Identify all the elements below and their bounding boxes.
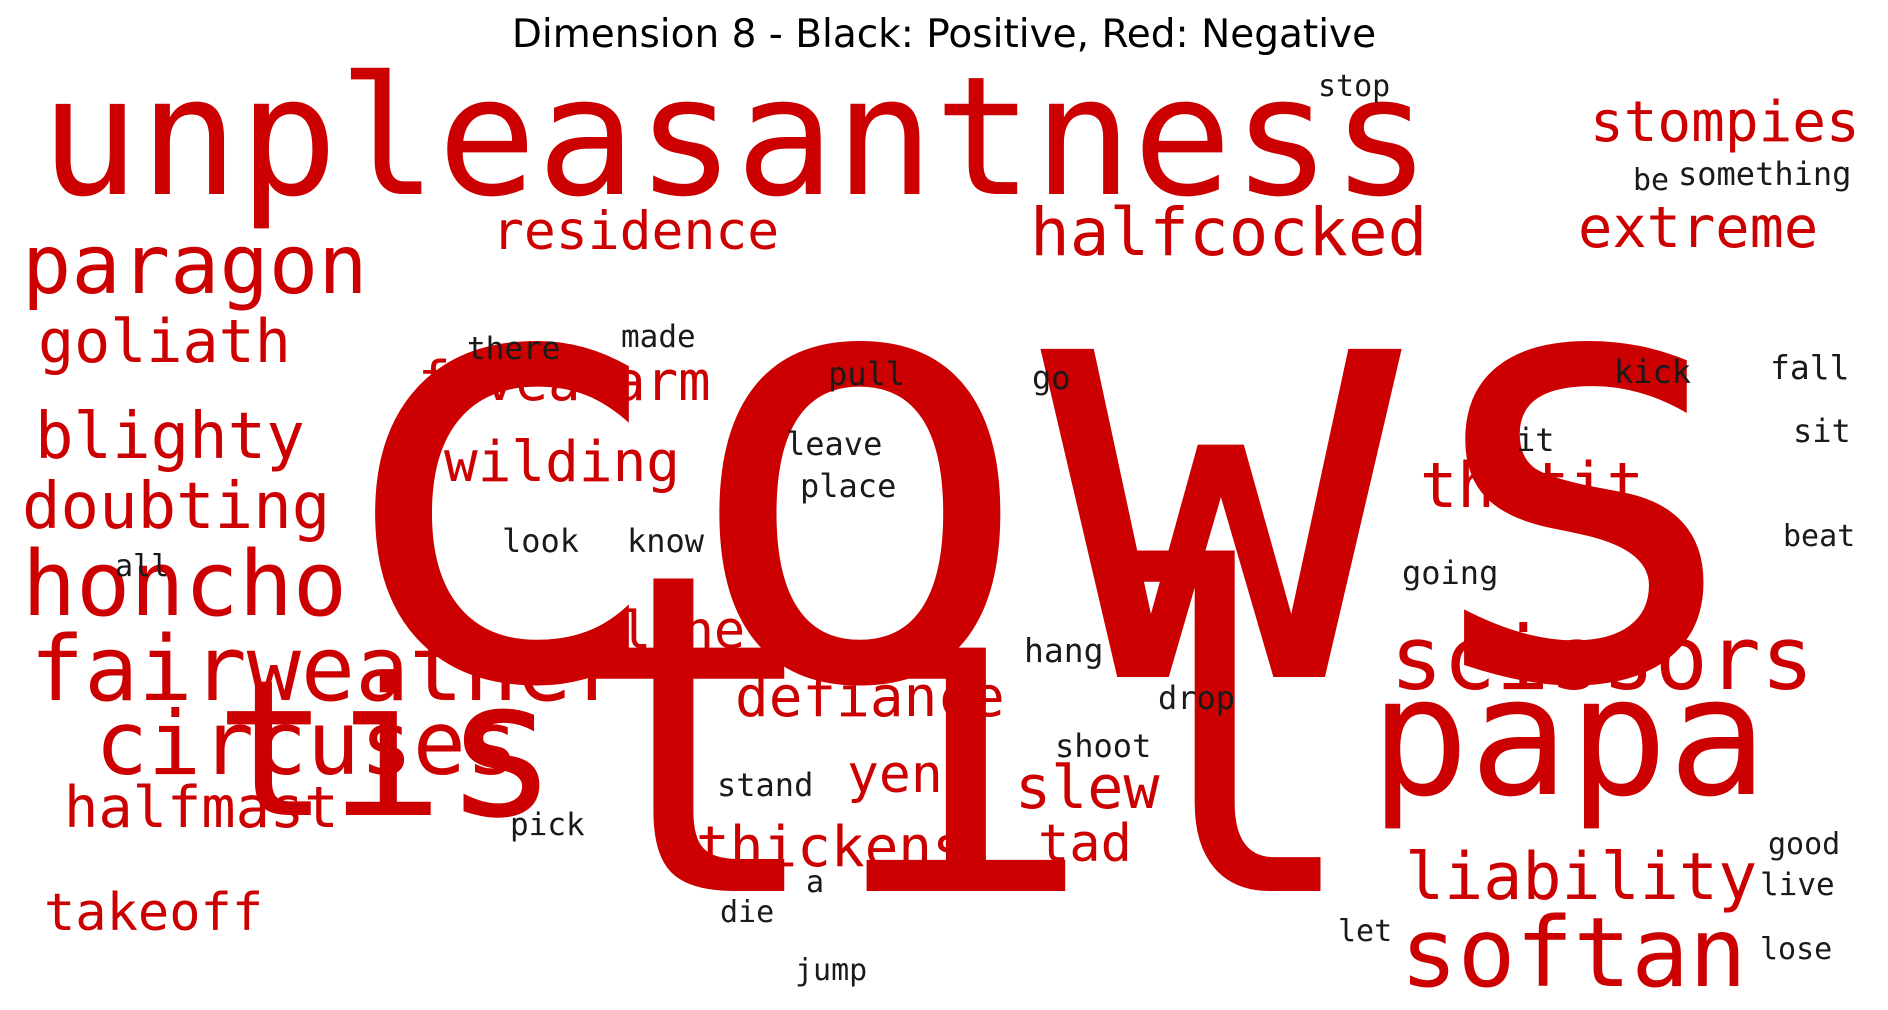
word-tis: tis xyxy=(215,639,559,860)
word-kick: kick xyxy=(1614,353,1692,391)
word-know: know xyxy=(627,522,705,560)
word-lone: lone xyxy=(620,601,746,661)
word-slew: slew xyxy=(1015,753,1160,823)
word-residence: residence xyxy=(492,201,780,262)
word-jump: jump xyxy=(795,953,868,988)
word-halfcocked: halfcocked xyxy=(1030,194,1428,271)
word-it: it xyxy=(1516,421,1555,459)
word-stand: stand xyxy=(717,766,814,804)
word-good: good xyxy=(1768,827,1841,862)
word-all: all xyxy=(115,549,170,584)
word-pick: pick xyxy=(510,807,585,843)
word-unpleasantness: unpleasantness xyxy=(40,41,1431,233)
word-made: made xyxy=(621,319,696,355)
word-stompies: stompies xyxy=(1590,90,1860,155)
word-fall: fall xyxy=(1770,348,1850,387)
word-scissors: scissors xyxy=(1390,607,1814,710)
word-die: die xyxy=(720,895,775,930)
word-paragon: paragon xyxy=(22,218,368,313)
word-beat: beat xyxy=(1783,519,1856,554)
chart-title: Dimension 8 - Black: Positive, Red: Nega… xyxy=(511,12,1377,57)
word-wilding: wilding xyxy=(444,430,681,495)
word-liability: liability xyxy=(1405,840,1758,915)
word-go: go xyxy=(1032,359,1071,397)
word-doubting: doubting xyxy=(22,470,331,544)
word-fivealarm: fivealarm xyxy=(418,350,711,413)
word-tad: tad xyxy=(1038,814,1132,874)
word-stop: stop xyxy=(1318,69,1391,104)
word-pull: pull xyxy=(828,355,906,393)
word-blighty: blighty xyxy=(35,400,305,474)
word-softan: softan xyxy=(1400,897,1747,1009)
word-defiance: defiance xyxy=(735,665,1005,730)
word-cows: cows xyxy=(318,120,1763,819)
word-yen: yen xyxy=(847,744,943,805)
word-lose: lose xyxy=(1760,932,1833,967)
word-honcho: honcho xyxy=(22,532,348,637)
word-leave: leave xyxy=(786,425,883,463)
word-fairweather: fairweather xyxy=(30,617,627,722)
word-halfmast: halfmast xyxy=(64,775,339,841)
word-drop: drop xyxy=(1158,679,1236,717)
word-there: there xyxy=(467,331,561,367)
word-circuses: circuses xyxy=(95,692,519,795)
word-goliath: goliath xyxy=(38,307,291,377)
word-thatit: thatit xyxy=(1420,449,1644,522)
word-let: let xyxy=(1338,914,1393,949)
word-place: place xyxy=(800,467,897,505)
word-extreme: extreme xyxy=(1578,195,1819,261)
word-live: live xyxy=(1760,867,1835,903)
word-going: going xyxy=(1402,554,1499,592)
word-takeoff: takeoff xyxy=(44,883,264,943)
word-til: til xyxy=(560,478,1364,996)
word-a: a xyxy=(806,865,825,900)
word-shoot: shoot xyxy=(1055,727,1152,765)
word-something: something xyxy=(1678,155,1852,193)
word-look: look xyxy=(502,522,580,560)
word-papa: papa xyxy=(1370,641,1768,833)
word-sit: sit xyxy=(1793,412,1851,450)
word-hang: hang xyxy=(1024,631,1104,670)
word-be: be xyxy=(1633,163,1670,198)
word-thickens: thickens xyxy=(696,815,966,880)
